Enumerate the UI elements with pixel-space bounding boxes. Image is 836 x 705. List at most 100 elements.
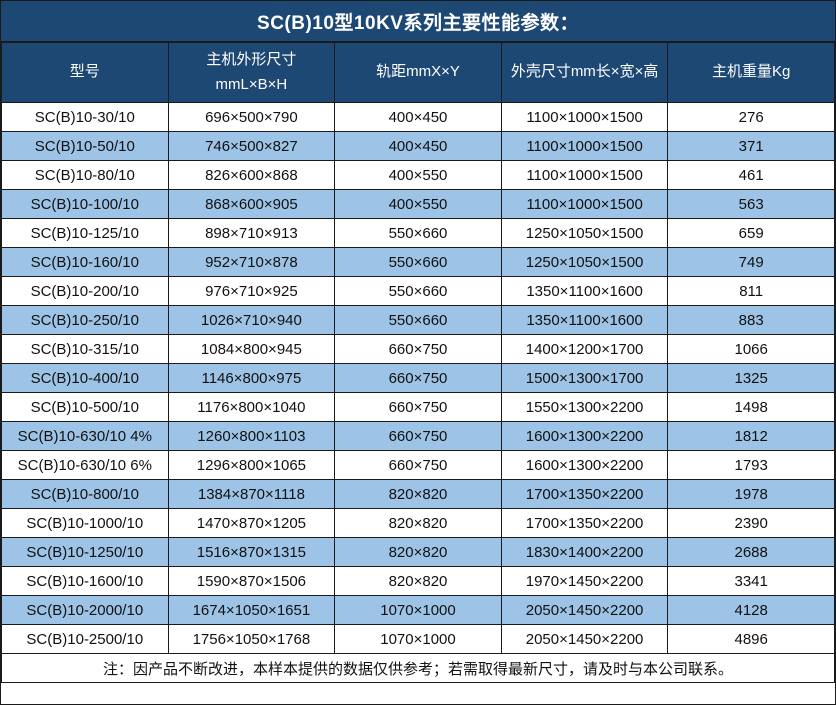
main-dimensions-cell: 952×710×878 [167,247,336,277]
rail-gauge-cell: 660×750 [334,392,502,422]
weight-cell: 1498 [667,392,835,422]
col-header-weight: 主机重量Kg [667,42,835,103]
weight-cell: 811 [667,276,835,306]
col-header-main-dimensions: 主机外形尺寸 mmL×B×H [167,42,336,103]
note-cell: 注：因产品不断改进，本样本提供的数据仅供参考；若需取得最新尺寸，请及时与本公司联… [1,653,835,683]
model-cell: SC(B)10-630/10 6% [1,450,169,480]
model-cell: SC(B)10-2000/10 [1,595,169,625]
main-dimensions-cell: 746×500×827 [167,131,336,161]
table-row: SC(B)10-1250/10 1516×870×1315 820×820 1830×… [1,537,835,567]
rail-gauge-cell: 550×660 [334,276,502,306]
table-row: SC(B)10-400/10 1146×800×975 660×750 1500×13… [1,363,835,393]
main-dimensions-cell: 1260×800×1103 [167,421,336,451]
main-dimensions-cell: 1756×1050×1768 [167,624,336,654]
table-row: SC(B)10-160/10 952×710×878 550×660 1250×105… [1,247,835,277]
header-row: 型号 主机外形尺寸 mmL×B×H 轨距mmX×Y 外壳尺寸mm长×宽×高 主机… [1,42,835,103]
shell-dimensions-cell: 1550×1300×2200 [500,392,669,422]
weight-cell: 2390 [667,508,835,538]
rail-gauge-cell: 400×450 [334,131,502,161]
rail-gauge-cell: 400×550 [334,189,502,219]
rail-gauge-cell: 550×660 [334,305,502,335]
weight-cell: 2688 [667,537,835,567]
main-dimensions-cell: 826×600×868 [167,160,336,190]
weight-cell: 1793 [667,450,835,480]
table-row: SC(B)10-50/10 746×500×827 400×450 1100×1000… [1,131,835,161]
rail-gauge-cell: 400×550 [334,160,502,190]
rail-gauge-cell: 820×820 [334,537,502,567]
rail-gauge-cell: 660×750 [334,450,502,480]
shell-dimensions-cell: 1250×1050×1500 [500,247,669,277]
model-cell: SC(B)10-80/10 [1,160,169,190]
main-dimensions-cell: 1146×800×975 [167,363,336,393]
shell-dimensions-cell: 2050×1450×2200 [500,624,669,654]
table-row: SC(B)10-30/10 696×500×790 400×450 1100×1000… [1,102,835,132]
main-dimensions-cell: 1084×800×945 [167,334,336,364]
shell-dimensions-cell: 1970×1450×2200 [500,566,669,596]
rail-gauge-cell: 1070×1000 [334,624,502,654]
shell-dimensions-cell: 1500×1300×1700 [500,363,669,393]
model-cell: SC(B)10-200/10 [1,276,169,306]
rail-gauge-cell: 550×660 [334,247,502,277]
rail-gauge-cell: 660×750 [334,421,502,451]
model-cell: SC(B)10-800/10 [1,479,169,509]
table-row: SC(B)10-80/10 826×600×868 400×550 1100×1000… [1,160,835,190]
table-header: 型号 主机外形尺寸 mmL×B×H 轨距mmX×Y 外壳尺寸mm长×宽×高 主机… [1,42,835,103]
model-cell: SC(B)10-125/10 [1,218,169,248]
main-dimensions-cell: 1296×800×1065 [167,450,336,480]
table-row: SC(B)10-630/10 6% 1296×800×1065 660×750 160… [1,450,835,480]
shell-dimensions-cell: 1100×1000×1500 [500,160,669,190]
weight-cell: 883 [667,305,835,335]
shell-dimensions-cell: 1100×1000×1500 [500,131,669,161]
weight-cell: 563 [667,189,835,219]
weight-cell: 3341 [667,566,835,596]
weight-cell: 1812 [667,421,835,451]
weight-cell: 659 [667,218,835,248]
main-dimensions-cell: 1674×1050×1651 [167,595,336,625]
rail-gauge-cell: 820×820 [334,566,502,596]
table-row: SC(B)10-2000/10 1674×1050×1651 1070×1000 20… [1,595,835,625]
model-cell: SC(B)10-100/10 [1,189,169,219]
shell-dimensions-cell: 1350×1100×1600 [500,305,669,335]
model-cell: SC(B)10-160/10 [1,247,169,277]
col-header-model: 型号 [1,42,169,103]
model-cell: SC(B)10-630/10 4% [1,421,169,451]
model-cell: SC(B)10-1600/10 [1,566,169,596]
weight-cell: 276 [667,102,835,132]
weight-cell: 4128 [667,595,835,625]
model-cell: SC(B)10-50/10 [1,131,169,161]
table-row: SC(B)10-125/10 898×710×913 550×660 1250×105… [1,218,835,248]
table-row: SC(B)10-100/10 868×600×905 400×550 1100×100… [1,189,835,219]
model-cell: SC(B)10-30/10 [1,102,169,132]
shell-dimensions-cell: 1600×1300×2200 [500,421,669,451]
main-dimensions-cell: 898×710×913 [167,218,336,248]
col-header-shell-dimensions: 外壳尺寸mm长×宽×高 [500,42,669,103]
weight-cell: 1978 [667,479,835,509]
main-dimensions-cell: 976×710×925 [167,276,336,306]
rail-gauge-cell: 820×820 [334,508,502,538]
table-row: SC(B)10-200/10 976×710×925 550×660 1350×110… [1,276,835,306]
main-dimensions-cell: 1384×870×1118 [167,479,336,509]
table-row: SC(B)10-250/10 1026×710×940 550×660 1350×11… [1,305,835,335]
shell-dimensions-cell: 1830×1400×2200 [500,537,669,567]
table-row: SC(B)10-315/10 1084×800×945 660×750 1400×12… [1,334,835,364]
shell-dimensions-cell: 1100×1000×1500 [500,102,669,132]
weight-cell: 749 [667,247,835,277]
shell-dimensions-cell: 1700×1350×2200 [500,508,669,538]
shell-dimensions-cell: 1400×1200×1700 [500,334,669,364]
shell-dimensions-cell: 1350×1100×1600 [500,276,669,306]
weight-cell: 1066 [667,334,835,364]
main-dimensions-cell: 1590×870×1506 [167,566,336,596]
shell-dimensions-cell: 1600×1300×2200 [500,450,669,480]
model-cell: SC(B)10-2500/10 [1,624,169,654]
spec-table: 型号 主机外形尺寸 mmL×B×H 轨距mmX×Y 外壳尺寸mm长×宽×高 主机… [1,42,835,683]
main-dimensions-cell: 1516×870×1315 [167,537,336,567]
model-cell: SC(B)10-315/10 [1,334,169,364]
model-cell: SC(B)10-1000/10 [1,508,169,538]
col-header-main-dimensions-line2: mmL×B×H [215,75,288,93]
table-row: SC(B)10-2500/10 1756×1050×1768 1070×1000 20… [1,624,835,654]
main-dimensions-cell: 1026×710×940 [167,305,336,335]
model-cell: SC(B)10-400/10 [1,363,169,393]
table-row: SC(B)10-1000/10 1470×870×1205 820×820 1700×… [1,508,835,538]
shell-dimensions-cell: 1250×1050×1500 [500,218,669,248]
